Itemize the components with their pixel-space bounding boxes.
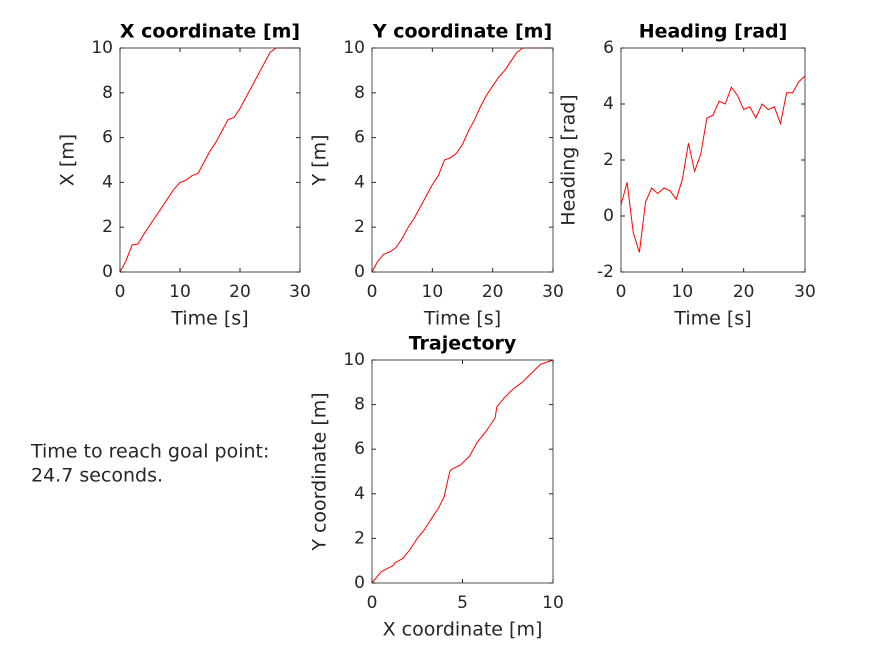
axes-background: [120, 48, 300, 272]
chart-title: Heading [rad]: [639, 21, 788, 43]
annotation: 24.7 seconds.: [31, 465, 163, 487]
x-tick-label: 10: [542, 593, 564, 613]
y-tick-label: 2: [603, 150, 614, 170]
x-axis-label: Time [s]: [423, 308, 501, 330]
y-tick-label: 8: [354, 83, 365, 103]
y-tick-label: 4: [603, 94, 614, 114]
y-tick-label: 4: [102, 172, 113, 192]
y-tick-label: 8: [354, 395, 365, 415]
x-tick-label: 20: [229, 282, 251, 302]
y-tick-label: 6: [603, 38, 614, 58]
x-tick-label: 0: [367, 282, 378, 302]
y-tick-label: 6: [354, 439, 365, 459]
y-axis-label: Heading [rad]: [558, 94, 580, 225]
x-tick-label: 10: [422, 282, 444, 302]
y-tick-label: 2: [102, 217, 113, 237]
y-tick-label: 2: [354, 528, 365, 548]
y-axis-label: Y [m]: [309, 135, 331, 187]
y-tick-label: -2: [597, 262, 614, 282]
y-tick-label: 4: [354, 172, 365, 192]
y-axis-label: X [m]: [57, 134, 79, 186]
x-axis-label: Time [s]: [673, 308, 751, 330]
y-tick-label: 2: [354, 217, 365, 237]
y-tick-label: 0: [354, 262, 365, 282]
data-line: [620, 75, 806, 253]
chart-title: Trajectory: [409, 333, 517, 355]
chart-title: Y coordinate [m]: [372, 21, 552, 43]
x-tick-label: 5: [457, 593, 468, 613]
x-tick-label: 30: [542, 282, 564, 302]
y-tick-label: 6: [354, 128, 365, 148]
data-line: [371, 359, 554, 584]
axes-box: [119, 47, 301, 273]
annotation: Time to reach goal point:: [30, 441, 269, 463]
y-tick-label: 10: [91, 38, 113, 58]
axes-background: [621, 48, 805, 272]
y-tick-label: 0: [603, 206, 614, 226]
y-tick-label: 8: [102, 83, 113, 103]
y-axis-label: Y coordinate [m]: [309, 392, 331, 551]
x-tick-label: 0: [115, 282, 126, 302]
data-line: [119, 47, 300, 273]
y-tick-label: 4: [354, 484, 365, 504]
x-tick-label: 10: [672, 282, 694, 302]
x-tick-label: 10: [169, 282, 191, 302]
y-tick-label: 0: [354, 573, 365, 593]
x-tick-label: 20: [733, 282, 755, 302]
axes-box: [371, 47, 554, 273]
chart-title: X coordinate [m]: [120, 21, 300, 43]
y-tick-label: 10: [343, 38, 365, 58]
y-tick-label: 10: [343, 350, 365, 370]
x-tick-label: 30: [289, 282, 311, 302]
x-tick-label: 20: [482, 282, 504, 302]
x-tick-label: 0: [616, 282, 627, 302]
x-axis-label: Time [s]: [170, 308, 248, 330]
x-tick-label: 30: [794, 282, 816, 302]
axes-background: [372, 48, 553, 272]
y-tick-label: 0: [102, 262, 113, 282]
x-axis-label: X coordinate [m]: [383, 619, 543, 641]
x-tick-label: 0: [367, 593, 378, 613]
axes-background: [372, 360, 553, 583]
y-tick-label: 6: [102, 128, 113, 148]
